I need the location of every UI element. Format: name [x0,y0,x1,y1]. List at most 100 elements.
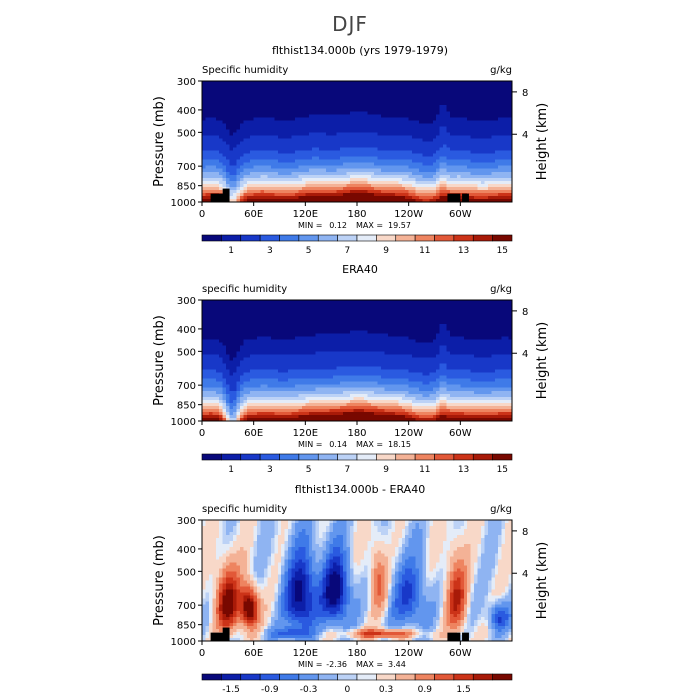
field-cell [295,300,300,304]
field-cell [439,81,444,85]
field-cell [236,186,241,191]
field-cell [494,306,499,310]
field-cell [253,141,258,146]
field-cell [446,168,451,173]
field-cell [505,333,510,337]
field-cell [277,195,282,200]
field-cell [332,315,337,319]
field-cell [264,87,269,91]
field-cell [398,198,403,203]
field-cell [301,336,306,340]
field-cell [367,183,372,188]
field-cell [301,186,306,191]
colorbar-label: 7 [344,246,350,256]
field-cell [308,93,313,97]
field-cell [353,186,358,191]
field-cell [443,333,448,337]
field-cell [343,99,348,103]
field-cell [405,330,410,334]
colorbar-label: 9 [383,246,389,256]
field-cell [370,162,375,167]
field-cell [477,123,482,127]
field-cell [405,123,410,127]
field-cell [463,120,468,124]
field-cell [315,108,320,112]
field-cell [322,99,327,103]
field-cell [367,177,372,182]
field-cell [474,330,479,334]
field-cell [357,153,362,158]
field-cell [384,321,389,325]
field-cell [295,144,300,149]
field-cell [456,186,461,191]
field-cell [494,189,499,194]
field-cell [432,102,437,106]
field-cell [219,333,224,337]
field-cell [312,165,317,170]
field-cell [353,117,358,121]
field-cell [508,129,513,134]
field-cell [460,156,465,161]
field-cell [394,180,399,185]
field-cell [277,105,282,109]
field-cell [202,120,207,124]
field-cell [470,132,475,137]
field-cell [415,150,420,155]
field-cell [484,150,489,155]
field-cell [329,318,334,322]
field-cell [229,165,234,170]
field-cell [422,186,427,191]
field-cell [332,81,337,85]
field-cell [243,111,248,115]
field-cell [484,141,489,146]
field-cell [377,183,382,188]
field-cell [498,171,503,176]
field-cell [481,174,486,179]
field-cell [398,183,403,188]
field-cell [415,324,420,328]
field-cell [233,108,238,112]
field-cell [229,186,234,191]
field-cell [267,93,272,97]
field-cell [239,168,244,173]
field-cell [391,144,396,149]
field-cell [477,300,482,304]
field-cell [329,132,334,137]
field-cell [264,168,269,173]
field-cell [487,306,492,310]
field-cell [246,156,251,161]
field-cell [415,165,420,170]
field-cell [226,312,231,316]
field-cell [419,192,424,197]
field-cell [398,192,403,197]
field-cell [305,120,310,124]
field-cell [288,183,293,188]
field-cell [343,306,348,310]
field-cell [419,312,424,316]
colorbar-label: 1 [228,246,234,256]
field-cell [219,159,224,164]
field-cell [332,153,337,158]
field-cell [491,93,496,97]
field-cell [288,339,293,343]
field-cell [229,168,234,173]
field-cell [284,150,289,155]
field-cell [270,333,275,337]
field-cell [291,105,296,109]
field-cell [481,150,486,155]
field-cell [446,90,451,94]
field-cell [463,300,468,304]
field-cell [432,111,437,115]
field-cell [481,186,486,191]
field-cell [212,102,217,106]
field-cell [305,114,310,118]
field-cell [498,336,503,340]
field-cell [298,138,303,143]
field-cell [264,141,269,146]
field-cell [436,168,441,173]
field-cell [508,102,513,106]
field-cell [432,195,437,200]
field-cell [301,117,306,121]
field-cell [398,111,403,115]
field-cell [222,147,227,152]
